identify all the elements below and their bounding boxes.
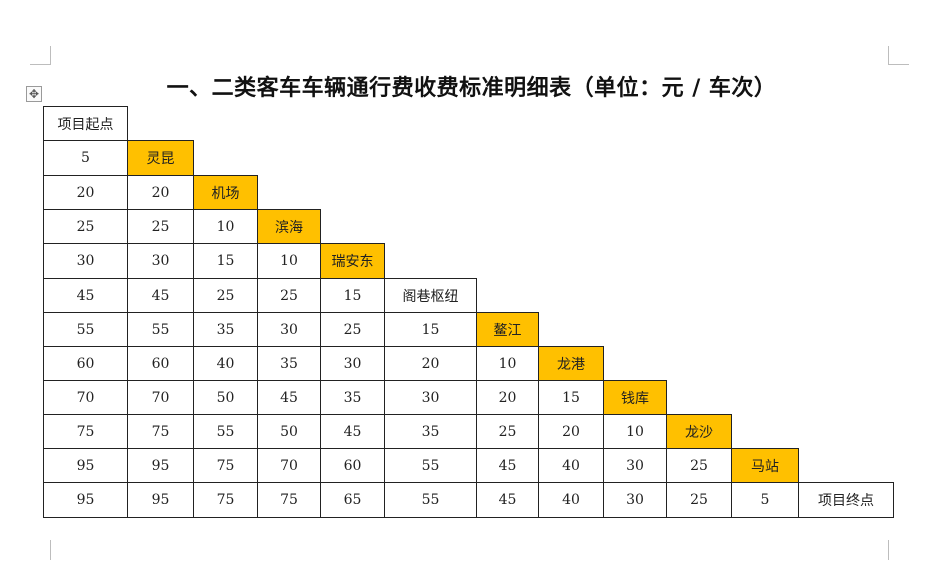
fee-cell: 30: [43, 243, 128, 279]
fee-cell: 35: [257, 346, 321, 381]
fee-cell: 70: [257, 448, 321, 483]
fee-cell: 5: [43, 140, 128, 176]
station-cell: 马站: [731, 448, 799, 483]
station-cell: 龙沙: [666, 414, 732, 449]
fee-cell: 55: [43, 312, 128, 347]
fee-cell: 40: [538, 482, 604, 518]
move-cross-icon[interactable]: ✥: [26, 86, 42, 102]
fee-cell: 95: [43, 482, 128, 518]
fee-cell: 15: [384, 312, 477, 347]
fee-cell: 50: [193, 380, 258, 415]
station-cell: 阁巷枢纽: [384, 278, 477, 313]
fee-cell: 25: [666, 448, 732, 483]
station-cell: 瑞安东: [320, 243, 385, 279]
fee-cell: 75: [193, 482, 258, 518]
fee-cell: 15: [538, 380, 604, 415]
fee-cell: 40: [538, 448, 604, 483]
fee-cell: 60: [43, 346, 128, 381]
page-title: 一、二类客车车辆通行费收费标准明细表（单位：元 / 车次）: [166, 76, 777, 101]
fee-cell: 10: [257, 243, 321, 279]
fee-cell: 75: [43, 414, 128, 449]
fee-cell: 75: [127, 414, 194, 449]
fee-cell: 75: [257, 482, 321, 518]
page-corner-mark: [30, 540, 51, 560]
fee-cell: 35: [320, 380, 385, 415]
fee-cell: 10: [193, 209, 258, 244]
fee-cell: 25: [193, 278, 258, 313]
fee-cell: 20: [476, 380, 539, 415]
fee-cell: 75: [193, 448, 258, 483]
fee-cell: 15: [193, 243, 258, 279]
fee-cell: 20: [384, 346, 477, 381]
fee-cell: 30: [257, 312, 321, 347]
fee-cell: 35: [384, 414, 477, 449]
station-cell: 灵昆: [127, 140, 194, 176]
fee-cell: 20: [127, 175, 194, 210]
fee-cell: 35: [193, 312, 258, 347]
fee-cell: 55: [384, 448, 477, 483]
fee-cell: 25: [320, 312, 385, 347]
fee-cell: 55: [193, 414, 258, 449]
fee-cell: 5: [731, 482, 799, 518]
fee-cell: 60: [127, 346, 194, 381]
fee-cell: 95: [127, 482, 194, 518]
fee-cell: 30: [320, 346, 385, 381]
page-corner-mark: [30, 46, 51, 65]
fee-cell: 95: [43, 448, 128, 483]
fee-cell: 20: [538, 414, 604, 449]
page-corner-mark: [888, 46, 909, 65]
fee-cell: 45: [43, 278, 128, 313]
fee-cell: 50: [257, 414, 321, 449]
station-cell: 鳌江: [476, 312, 539, 347]
fee-cell: 40: [193, 346, 258, 381]
station-cell: 龙港: [538, 346, 604, 381]
fee-cell: 55: [127, 312, 194, 347]
station-cell: 机场: [193, 175, 258, 210]
fee-cell: 70: [127, 380, 194, 415]
fee-cell: 25: [43, 209, 128, 244]
station-cell: 钱库: [603, 380, 667, 415]
fee-cell: 15: [320, 278, 385, 313]
fee-cell: 25: [257, 278, 321, 313]
end-point-label: 项目终点: [798, 482, 894, 518]
fee-cell: 30: [127, 243, 194, 279]
fee-cell: 30: [603, 448, 667, 483]
station-cell: 滨海: [257, 209, 321, 244]
fee-cell: 65: [320, 482, 385, 518]
fee-cell: 45: [320, 414, 385, 449]
fee-cell: 45: [257, 380, 321, 415]
fee-cell: 45: [476, 448, 539, 483]
fee-cell: 70: [43, 380, 128, 415]
fee-cell: 25: [127, 209, 194, 244]
fee-cell: 25: [666, 482, 732, 518]
fee-cell: 95: [127, 448, 194, 483]
fee-cell: 45: [476, 482, 539, 518]
fee-cell: 20: [43, 175, 128, 210]
fee-cell: 55: [384, 482, 477, 518]
fee-cell: 60: [320, 448, 385, 483]
fee-cell: 10: [476, 346, 539, 381]
fee-cell: 10: [603, 414, 667, 449]
page-corner-mark: [888, 540, 909, 560]
fee-cell: 45: [127, 278, 194, 313]
fee-cell: 25: [476, 414, 539, 449]
start-point-label: 项目起点: [43, 106, 128, 141]
fee-cell: 30: [384, 380, 477, 415]
fee-cell: 30: [603, 482, 667, 518]
